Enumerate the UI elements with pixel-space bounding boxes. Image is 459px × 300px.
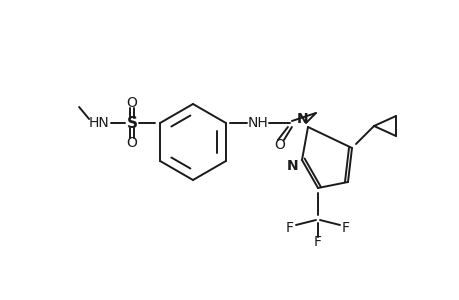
Text: F: F [341,221,349,235]
Text: HN: HN [89,116,109,130]
Text: O: O [274,138,285,152]
Text: O: O [126,136,137,150]
Text: O: O [126,96,137,110]
Text: F: F [285,221,293,235]
Text: NH: NH [247,116,268,130]
Text: N: N [286,159,298,173]
Text: N: N [297,112,308,126]
Text: S: S [126,116,137,130]
Text: F: F [313,235,321,249]
